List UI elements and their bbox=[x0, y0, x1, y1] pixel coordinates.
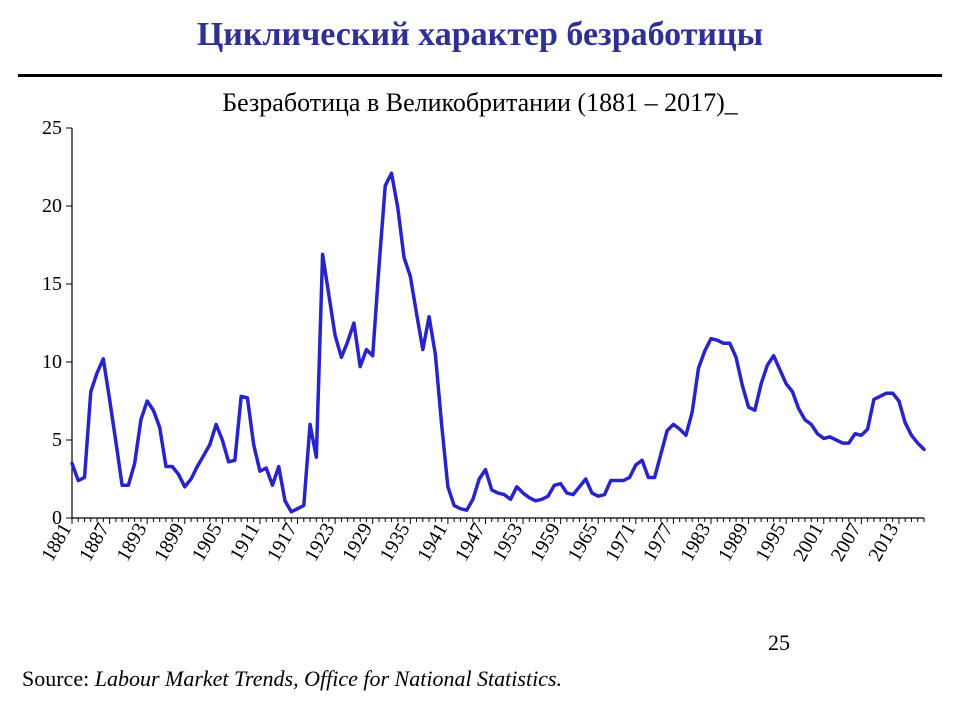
title-rule bbox=[18, 74, 942, 77]
svg-text:25: 25 bbox=[42, 120, 62, 139]
source-line: Source: Labour Market Trends, Office for… bbox=[22, 666, 562, 692]
source-prefix: Source: bbox=[22, 666, 95, 691]
svg-text:15: 15 bbox=[42, 273, 62, 295]
subtitle-mark: _ bbox=[725, 88, 738, 117]
svg-text:20: 20 bbox=[42, 195, 62, 217]
svg-text:10: 10 bbox=[42, 351, 62, 373]
source-rest: Labour Market Trends, Office for Nationa… bbox=[95, 666, 562, 691]
page-number: 25 bbox=[768, 630, 790, 656]
subtitle-text: Безработица в Великобритании (1881 – 201… bbox=[222, 88, 725, 117]
page-title: Циклический характер безработицы bbox=[0, 16, 960, 54]
unemployment-chart: 0510152025188118871893189919051911191719… bbox=[28, 120, 932, 590]
svg-text:5: 5 bbox=[52, 429, 62, 451]
chart-subtitle: Безработица в Великобритании (1881 – 201… bbox=[0, 88, 960, 118]
